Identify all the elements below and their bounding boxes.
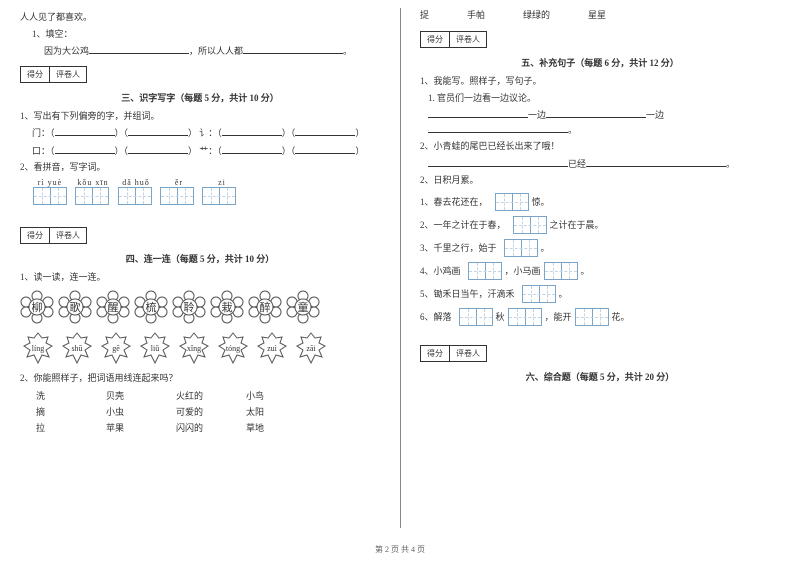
score-label: 得分 [421, 32, 450, 47]
fill-line: 因为大公鸡，所以人人都。 [44, 44, 380, 59]
flower-row: 柳歌醒梳聆栽醉童 [20, 290, 380, 324]
grader-label: 评卷人 [50, 228, 86, 243]
fill-line: 4、小鸡画，小马画。 [420, 262, 780, 280]
q5-2-blank: 已经。 [428, 157, 780, 172]
q4-1: 1、读一读，连一连。 [20, 271, 380, 285]
char-grid [508, 308, 542, 326]
leaf-pinyin: zuì [254, 330, 290, 366]
blank [89, 44, 189, 54]
grader-label: 评卷人 [450, 32, 486, 47]
flower-char: 童 [286, 290, 320, 324]
q3-1: 1、写出有下列偏旁的字，并组词。 [20, 110, 380, 124]
fill-line: 2、一年之计在于春，之计在于晨。 [420, 216, 780, 234]
q3-row1: 门：（）（） 讠：（）（） [32, 126, 380, 141]
leaf-pinyin: liǔ [137, 330, 173, 366]
leaf-pinyin: xǐng [176, 330, 212, 366]
char-grid [522, 285, 556, 303]
leaf-pinyin: gē [98, 330, 134, 366]
q5-1: 1、我能写。照样子，写句子。 [420, 75, 780, 89]
char-grid [118, 187, 152, 205]
score-label: 得分 [421, 346, 450, 361]
fill-line: 3、千里之行，始于。 [420, 239, 780, 257]
char-grid [202, 187, 236, 205]
char-grid [544, 262, 578, 280]
char-grid [160, 187, 194, 205]
char-grid [468, 262, 502, 280]
blank [243, 44, 343, 54]
score-box-5: 得分 评卷人 [420, 31, 487, 48]
char-grid [495, 193, 529, 211]
column-divider [400, 8, 401, 528]
fill-line: 5、锄禾日当午，汗滴禾。 [420, 285, 780, 303]
score-label: 得分 [21, 228, 50, 243]
q3-2: 2、看拼音，写字词。 [20, 161, 380, 175]
char-grid [75, 187, 109, 205]
leaf-pinyin: tóng [215, 330, 251, 366]
flower-char: 梳 [134, 290, 168, 324]
score-box-6: 得分 评卷人 [420, 345, 487, 362]
fill-line: 6、解落秋，能开花。 [420, 308, 780, 326]
score-box-3: 得分 评卷人 [20, 66, 87, 83]
char-grid [575, 308, 609, 326]
q5-sec2: 2、日积月累。 [420, 174, 780, 188]
q4-2: 2、你能照样子，把词语用线连起来吗？ [20, 372, 380, 386]
word-row: 拉苹果闪闪的草地 [36, 421, 380, 434]
leaf-pinyin: shū [59, 330, 95, 366]
leaf-row: língshūgēliǔxǐngtóngzuìzāi [20, 330, 380, 366]
right-column: 捉 手帕 绿绿的 星星 得分 评卷人 五、补充句子（每题 6 分，共计 12 分… [400, 0, 800, 540]
top-row: 捉 手帕 绿绿的 星星 [420, 8, 780, 21]
flower-char: 柳 [20, 290, 54, 324]
flower-char: 醉 [248, 290, 282, 324]
grader-label: 评卷人 [450, 346, 486, 361]
section-3-title: 三、识字写字（每题 5 分，共计 10 分） [20, 91, 380, 104]
left-column: 人人见了都喜欢。 1、填空： 因为大公鸡，所以人人都。 得分 评卷人 三、识字写… [0, 0, 400, 540]
word-match-rows: 洗贝壳火红的小鸟摘小虫可爱的太阳拉苹果闪闪的草地 [20, 389, 380, 434]
section-4-title: 四、连一连（每题 5 分，共计 10 分） [20, 252, 380, 265]
char-grid [33, 187, 67, 205]
fill-pre: 因为大公鸡 [44, 46, 89, 56]
score-box-4: 得分 评卷人 [20, 227, 87, 244]
page-footer: 第 2 页 共 4 页 [0, 540, 800, 555]
char-grid [459, 308, 493, 326]
fill-line: 1、春去花还在，惊。 [420, 193, 780, 211]
flower-char: 歌 [58, 290, 92, 324]
char-grid [513, 216, 547, 234]
q5-2: 2、小青蛙的尾巴已经长出来了哦！ [420, 140, 780, 154]
q5-1-ex: 1. 官员们一边看一边议论。 [428, 92, 780, 106]
word-row: 洗贝壳火红的小鸟 [36, 389, 380, 402]
leaf-pinyin: zāi [293, 330, 329, 366]
grader-label: 评卷人 [50, 67, 86, 82]
pinyin-row: rì yuè kǒu xīn dǎ huǒ ěr zi [30, 178, 380, 187]
flower-char: 聆 [172, 290, 206, 324]
q3-row2: 口：（）（） 艹：（）（） [32, 144, 380, 159]
grid-row [30, 187, 380, 205]
leaf-pinyin: líng [20, 330, 56, 366]
q5-1-blank: 一边一边。 [428, 108, 780, 137]
fill-items: 1、春去花还在，惊。 2、一年之计在于春，之计在于晨。 3、千里之行，始于。 4、小鸡… [420, 193, 780, 326]
fill-post: ，所以人人都 [189, 46, 243, 56]
flower-char: 栽 [210, 290, 244, 324]
flower-char: 醒 [96, 290, 130, 324]
section-6-title: 六、综合题（每题 5 分，共计 20 分） [420, 370, 780, 383]
word-row: 摘小虫可爱的太阳 [36, 405, 380, 418]
fill-label: 1、填空： [32, 28, 380, 42]
section-5-title: 五、补充句子（每题 6 分，共计 12 分） [420, 56, 780, 69]
intro-text: 人人见了都喜欢。 [20, 11, 380, 25]
char-grid [504, 239, 538, 257]
score-label: 得分 [21, 67, 50, 82]
